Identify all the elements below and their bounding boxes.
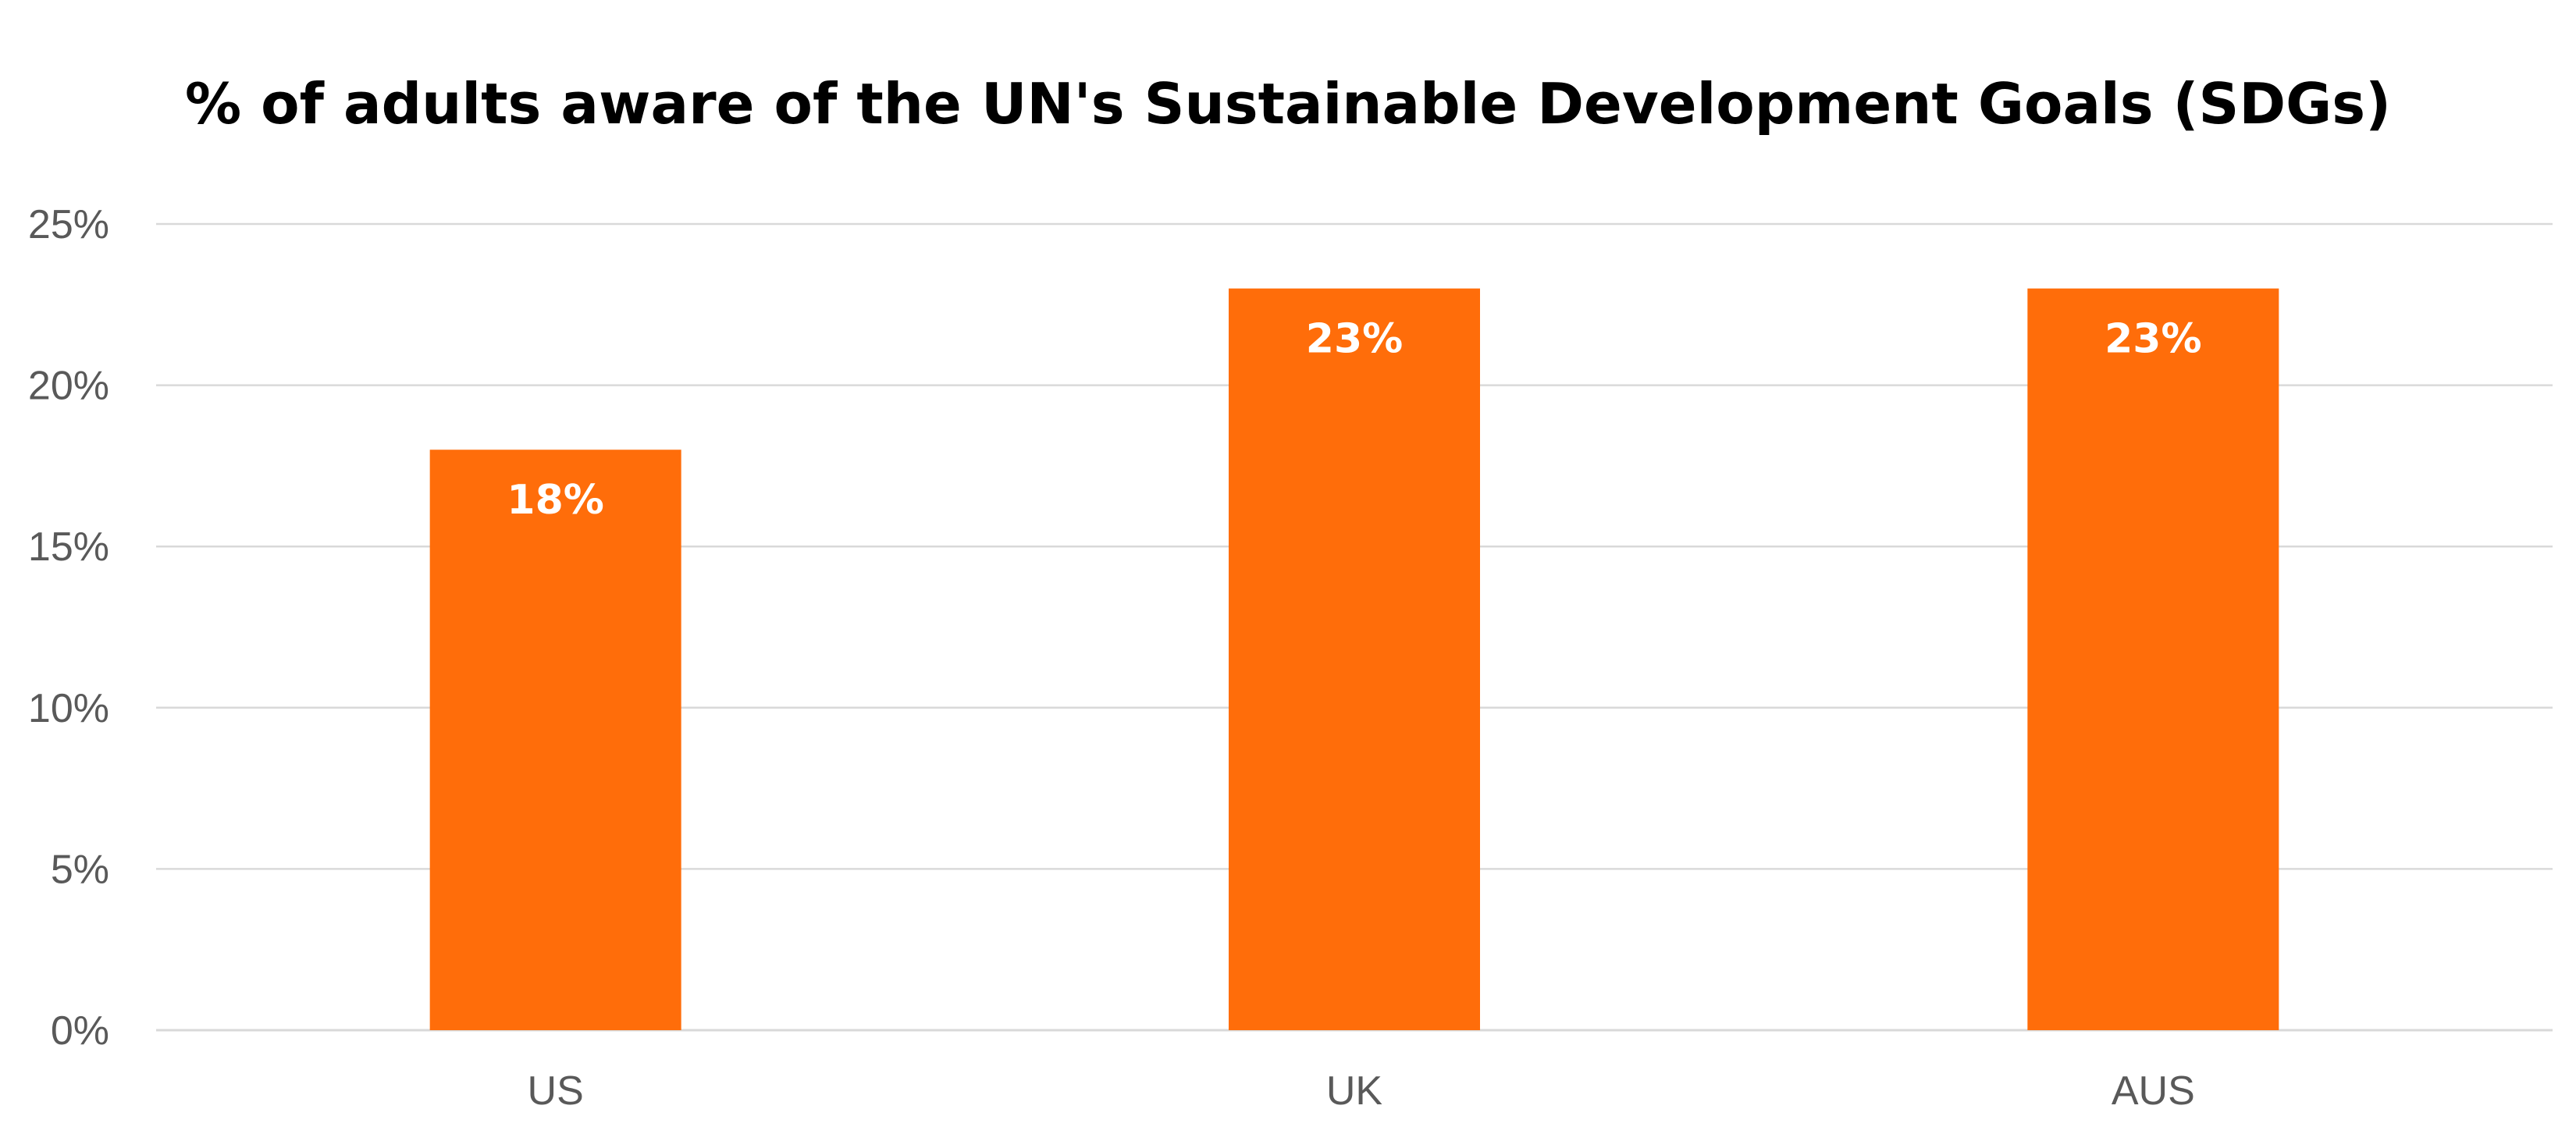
data-label-uk: 23%	[1306, 316, 1403, 363]
chart-title: % of adults aware of the UN's Sustainabl…	[185, 71, 2391, 137]
category-label-us: US	[528, 1068, 584, 1114]
y-tick-label: 15%	[28, 524, 109, 570]
y-tick-label: 0%	[51, 1008, 109, 1054]
y-tick-label: 20%	[28, 364, 109, 409]
bar-uk	[1229, 288, 1480, 1030]
bar-us	[429, 450, 681, 1030]
data-label-aus: 23%	[2105, 316, 2201, 363]
category-label-uk: UK	[1326, 1068, 1383, 1114]
data-labels: 18% 23% 23%	[507, 316, 2201, 524]
category-label-aus: AUS	[2112, 1068, 2195, 1114]
bar-aus	[2027, 288, 2279, 1030]
y-tick-label: 5%	[51, 847, 109, 892]
y-tick-label: 25%	[28, 202, 109, 247]
y-axis-tick-labels: 0% 5% 10% 15% 20% 25%	[28, 202, 109, 1054]
y-tick-label: 10%	[28, 686, 109, 731]
data-label-us: 18%	[507, 477, 603, 524]
x-axis-category-labels: US UK AUS	[528, 1068, 2195, 1114]
bars	[429, 288, 2279, 1030]
